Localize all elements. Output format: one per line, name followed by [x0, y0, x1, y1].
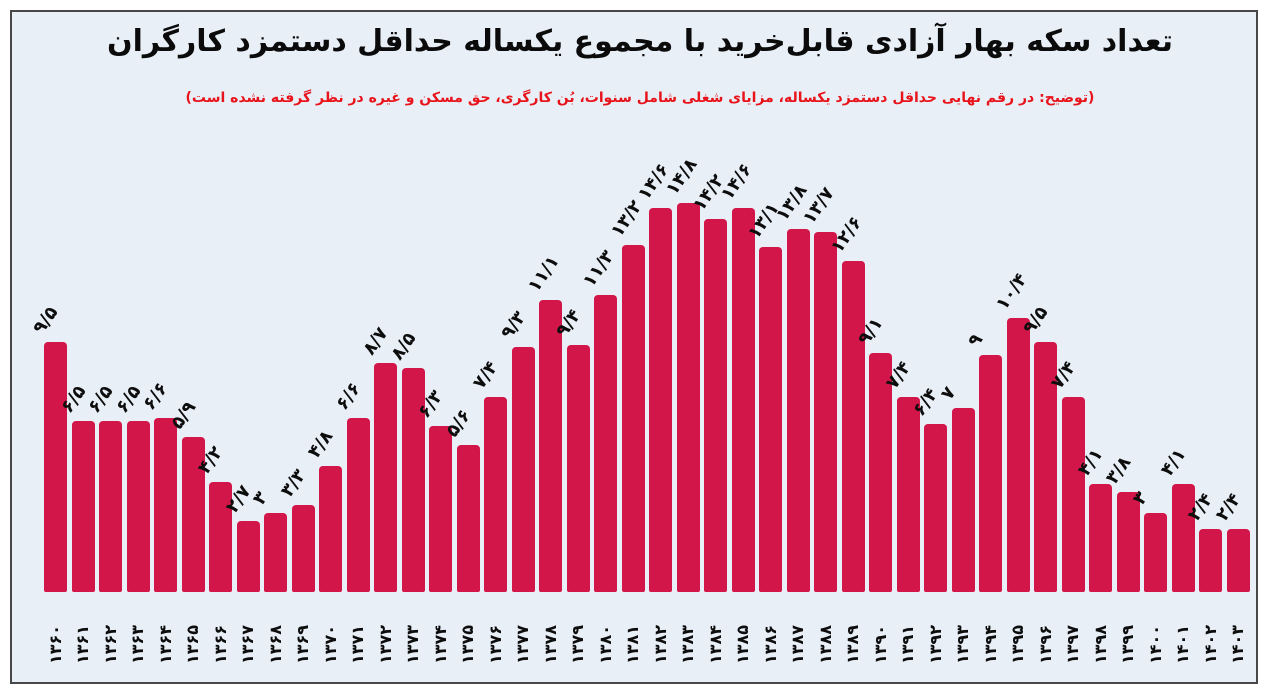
- bar: [319, 466, 342, 592]
- bar: [511, 347, 535, 592]
- x-axis-tick-label: ۱۳۸۸: [815, 624, 835, 664]
- bar: [1089, 484, 1112, 592]
- x-axis-tick-label: ۱۳۸۱: [623, 624, 642, 664]
- x-axis-tick-label: ۱۳۹۲: [925, 624, 945, 664]
- x-axis-tick-label: ۱۳۷۲: [375, 624, 395, 664]
- x-axis-tick-label: ۱۳۹۷: [1063, 624, 1082, 664]
- x-axis-tick-label: ۱۳۶۱: [73, 624, 92, 664]
- bar: [1116, 492, 1140, 592]
- bar: [374, 363, 397, 592]
- bar: [456, 445, 480, 592]
- bar: [566, 345, 590, 592]
- bar: [676, 203, 700, 592]
- x-axis-tick-label: ۱۳۶۹: [293, 624, 312, 664]
- x-axis-tick-label: ۱۳۷۴: [430, 624, 450, 664]
- x-axis-tick-label: ۱۳۶۴: [155, 624, 175, 664]
- bar-value-label: ۱۱/۱: [523, 251, 564, 296]
- x-axis-tick-label: ۱۳۶۳: [128, 624, 147, 664]
- bar: [264, 513, 287, 592]
- x-axis-tick-label: ۱۳۷۶: [485, 624, 505, 664]
- x-axis-tick-label: ۱۳۸۴: [705, 624, 725, 664]
- x-axis-tick-label: ۱۳۹۸: [1090, 624, 1110, 664]
- bar: [1144, 513, 1167, 592]
- x-axis-tick-label: ۱۳۹۳: [953, 624, 972, 664]
- x-axis-tick-label: ۱۴۰۲: [1200, 624, 1220, 664]
- x-axis-tick-label: ۱۳۷۱: [348, 624, 367, 664]
- bar: [786, 229, 810, 592]
- x-axis-tick-label: ۱۳۷۷: [513, 624, 532, 664]
- bar: [401, 368, 425, 592]
- bar: [346, 418, 370, 592]
- x-axis-tick-label: ۱۳۹۴: [980, 624, 1000, 664]
- bar: [44, 342, 67, 592]
- bar: [484, 397, 507, 592]
- x-axis-tick-label: ۱۴۰۳: [1228, 624, 1247, 664]
- bar: [154, 418, 177, 592]
- x-axis-tick-label: ۱۳۶۷: [238, 624, 257, 664]
- bar: [594, 295, 617, 592]
- bar-value-label: ۴/۱: [1156, 444, 1190, 480]
- bar: [731, 208, 755, 592]
- bar: [1061, 397, 1085, 592]
- bar: [236, 521, 260, 592]
- bar: [951, 408, 975, 592]
- x-axis-tick-label: ۱۳۶۰: [45, 624, 65, 664]
- bar: [71, 421, 95, 592]
- chart-title: تعداد سکه بهار آزادی قابل‌خرید با مجموع …: [107, 24, 1173, 59]
- x-axis-tick-label: ۱۳۷۹: [568, 624, 587, 664]
- x-axis-tick-label: ۱۴۰۰: [1145, 624, 1165, 664]
- x-axis-tick-label: ۱۳۶۵: [183, 624, 202, 664]
- x-axis-tick-label: ۱۳۸۷: [788, 624, 807, 664]
- x-axis-tick-label: ۱۳۸۹: [843, 624, 862, 664]
- bar: [896, 397, 920, 592]
- x-axis-tick-label: ۱۳۷۵: [458, 624, 477, 664]
- bar: [1034, 342, 1057, 592]
- bar: [979, 355, 1002, 592]
- chart-subtitle: (توضیح: در رقم نهایی حداقل دستمزد یکساله…: [185, 90, 1095, 106]
- x-axis-tick-label: ۱۳۶۶: [210, 624, 230, 664]
- x-axis-tick-label: ۱۳۷۸: [540, 624, 560, 664]
- bar: [1171, 484, 1195, 592]
- bar: [429, 426, 452, 592]
- bar: [649, 208, 672, 592]
- x-axis-tick-label: ۱۳۷۰: [320, 624, 340, 664]
- x-axis-tick-label: ۱۳۸۵: [733, 624, 752, 664]
- bar: [209, 482, 232, 592]
- x-axis-tick-label: ۱۴۰۱: [1173, 624, 1192, 664]
- x-axis-tick-label: ۱۳۸۲: [650, 624, 670, 664]
- bar-value-label: ۹/۵: [28, 302, 63, 338]
- bar: [291, 505, 315, 592]
- bar: [814, 232, 837, 592]
- bar: [126, 421, 150, 592]
- bar: [841, 261, 865, 592]
- bar: [181, 437, 205, 592]
- bar: [1226, 529, 1250, 592]
- bar: [704, 219, 727, 592]
- x-axis-tick-label: ۱۳۹۰: [870, 624, 890, 664]
- bar: [759, 247, 782, 592]
- x-axis-tick-label: ۱۳۹۱: [898, 624, 917, 664]
- x-axis-tick-label: ۱۳۸۳: [678, 624, 697, 664]
- x-axis-tick-label: ۱۳۸۰: [595, 624, 615, 664]
- x-axis-tick-label: ۱۳۸۶: [760, 624, 780, 664]
- x-axis-tick-label: ۱۳۷۳: [403, 624, 422, 664]
- bar: [1199, 529, 1222, 592]
- bar: [99, 421, 122, 592]
- x-axis-tick-label: ۱۳۹۵: [1008, 624, 1027, 664]
- bar: [1006, 318, 1030, 592]
- bar: [621, 245, 645, 592]
- bar: [869, 353, 892, 592]
- x-axis-tick-label: ۱۳۹۹: [1118, 624, 1137, 664]
- x-axis-tick-label: ۱۳۶۸: [265, 624, 285, 664]
- bar: [924, 424, 947, 592]
- x-axis-tick-label: ۱۳۹۶: [1035, 624, 1055, 664]
- bar: [539, 300, 562, 592]
- x-axis-tick-label: ۱۳۶۲: [100, 624, 120, 664]
